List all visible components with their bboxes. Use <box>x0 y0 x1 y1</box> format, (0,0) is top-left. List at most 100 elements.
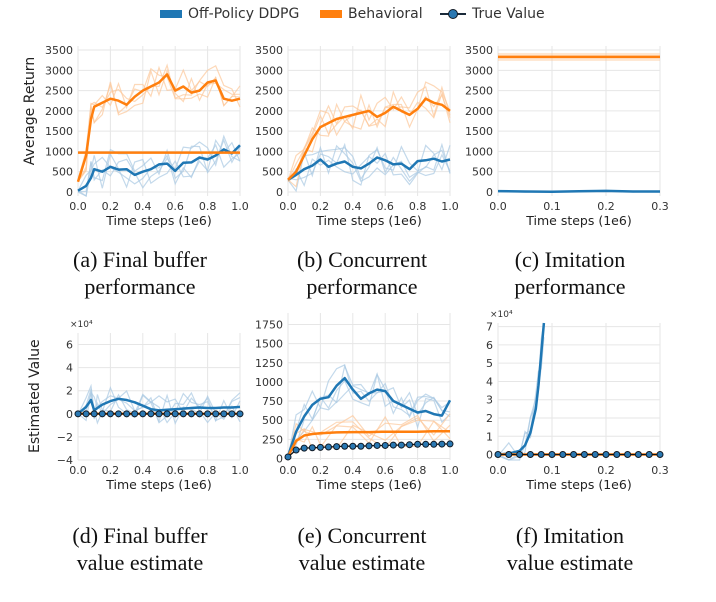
series-line-behavioral <box>286 430 450 457</box>
legend-swatch-ddpg <box>160 10 182 18</box>
faint-run-line <box>77 389 241 422</box>
y-tick-label: 3 <box>486 394 493 407</box>
y-tick-label: 0 <box>486 186 493 199</box>
series-line-ddpg <box>497 322 546 456</box>
y-tick-label: 1500 <box>465 125 493 138</box>
x-tick-label: 0.8 <box>199 464 217 477</box>
true-value-point <box>220 410 228 418</box>
true-value-point <box>505 451 513 459</box>
x-tick-label: 0.1 <box>543 200 561 213</box>
caption-a: (a) Final buffer performance <box>40 246 240 300</box>
x-axis-label: Time steps (1e6) <box>525 477 631 492</box>
x-tick-label: 0.0 <box>69 464 87 477</box>
y-tick-label: 3500 <box>45 44 73 57</box>
x-tick-label: 0.2 <box>597 464 615 477</box>
x-tick-label: 0.0 <box>279 200 297 213</box>
y-tick-label: 1500 <box>255 338 283 351</box>
y-tick-label: 3500 <box>255 44 283 57</box>
true-value-point <box>430 440 438 448</box>
faint-run-line <box>77 65 241 182</box>
true-value-point <box>548 451 556 459</box>
true-value-point <box>645 451 653 459</box>
chart-panel-f: 0 1 2 3 4 5 6 7 0.0 0.1 0.2 0.3 Time steps (1e6) ×10⁴ <box>486 310 669 492</box>
x-tick-label: 1.0 <box>441 200 459 213</box>
chart-panel-a: 0 500 1000 1500 2000 2500 3000 3500 0.0 0.2 0.4 0.6… <box>45 44 249 228</box>
caption-c-line2: performance <box>514 274 626 299</box>
true-value-point <box>74 410 82 418</box>
caption-d: (d) Final buffer value estimate <box>40 522 240 576</box>
y-tick-label: 4 <box>66 362 73 375</box>
true-value-point <box>106 410 114 418</box>
x-axis-label: Time steps (1e6) <box>525 213 631 228</box>
x-tick-label: 0.2 <box>102 200 120 213</box>
y-tick-label: 2000 <box>465 105 493 118</box>
true-value-point <box>526 451 534 459</box>
true-value-point <box>333 443 341 451</box>
true-value-point <box>613 451 621 459</box>
true-value-point <box>624 451 632 459</box>
y-tick-label: 2000 <box>255 105 283 118</box>
x-axis-label: Time steps (1e6) <box>105 477 211 492</box>
legend: Off-Policy DDPG Behavioral True Value <box>0 0 716 30</box>
x-tick-label: 0.8 <box>409 464 427 477</box>
legend-label-true-value: True Value <box>472 6 545 22</box>
x-tick-label: 0.8 <box>199 200 217 213</box>
y-tick-label: 5 <box>486 357 493 370</box>
x-tick-label: 0.2 <box>312 464 330 477</box>
y-tick-label: 250 <box>262 433 283 446</box>
caption-c-line1: (c) Imitation <box>514 247 626 272</box>
true-value-point <box>292 446 300 454</box>
legend-swatch-behavioral <box>320 10 342 18</box>
caption-a-line1: (a) Final buffer <box>73 247 207 272</box>
x-axis-label: Time steps (1e6) <box>105 213 211 228</box>
true-value-point <box>349 442 357 450</box>
chart-panel-e: 0 250 500 750 1000 1250 1500 1750 0.0 0.2 0.4 0.6 0.… <box>255 313 459 492</box>
caption-e: (e) Concurrent value estimate <box>262 522 462 576</box>
true-value-point <box>516 451 524 459</box>
true-value-point <box>204 410 212 418</box>
x-axis-label: Time steps (1e6) <box>315 213 421 228</box>
y-multiplier-label: ×10⁴ <box>70 320 93 330</box>
faint-run-line <box>287 372 451 459</box>
faint-run-line <box>77 388 241 425</box>
true-value-point <box>163 410 171 418</box>
y-tick-label: 3000 <box>255 64 283 77</box>
y-tick-label: 1 <box>486 430 493 443</box>
faint-run-line <box>287 364 451 459</box>
y-tick-label: 2 <box>486 412 493 425</box>
y-tick-label: 6 <box>66 339 73 352</box>
x-tick-label: 0.0 <box>489 464 507 477</box>
y-tick-label: 1750 <box>255 318 283 331</box>
y-tick-label: 1000 <box>255 145 283 158</box>
y-tick-label: 1250 <box>255 357 283 370</box>
caption-a-line2: performance <box>84 274 196 299</box>
true-value-point <box>494 451 502 459</box>
series-line-ddpg <box>77 397 241 415</box>
y-tick-label: 3500 <box>465 44 493 57</box>
legend-item-true-value: True Value <box>440 6 545 22</box>
y-tick-label: 0 <box>66 408 73 421</box>
legend-item-ddpg: Off-Policy DDPG <box>160 6 299 22</box>
x-axis-label: Time steps (1e6) <box>315 477 421 492</box>
y-tick-label: 1500 <box>45 125 73 138</box>
true-value-point <box>365 442 373 450</box>
caption-b-line2: performance <box>306 274 418 299</box>
y-axis-label-performance: Average Return <box>22 56 38 166</box>
true-value-point <box>373 441 381 449</box>
caption-d-line2: value estimate <box>76 550 204 575</box>
true-value-point <box>446 440 454 448</box>
series-line-ddpg <box>287 156 451 181</box>
true-value-point <box>131 410 139 418</box>
chart-panel-c: 0 500 1000 1500 2000 2500 3000 3500 0.0 0.1 0.2 0.3… <box>465 44 669 228</box>
faint-run-line <box>287 414 451 457</box>
x-tick-label: 0.0 <box>489 200 507 213</box>
true-value-point <box>559 451 567 459</box>
true-value-point <box>325 443 332 451</box>
true-value-point <box>147 410 155 418</box>
true-value-point <box>438 440 446 448</box>
faint-run-line <box>287 142 451 186</box>
y-tick-label: 0 <box>486 449 493 462</box>
true-value-point <box>414 440 422 448</box>
x-tick-label: 0.6 <box>376 464 394 477</box>
caption-e-line1: (e) Concurrent <box>297 523 427 548</box>
